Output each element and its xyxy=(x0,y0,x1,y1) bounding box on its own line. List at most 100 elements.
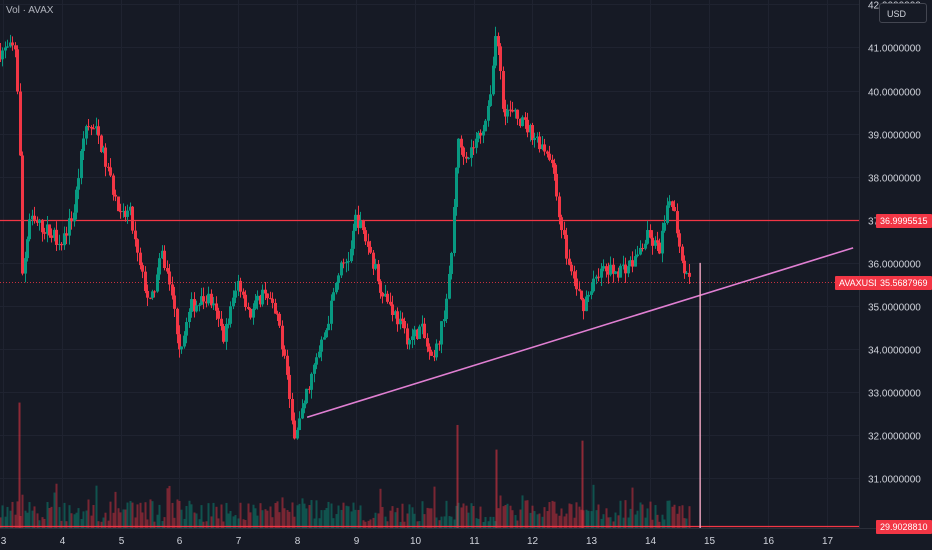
candle-body xyxy=(41,219,44,233)
volume-bar xyxy=(229,511,232,528)
candle-body xyxy=(529,125,532,133)
volume-bar xyxy=(305,508,308,528)
volume-indicator-label[interactable]: Vol · AVAX xyxy=(6,5,54,16)
volume-bar xyxy=(92,504,95,528)
volume-bar xyxy=(242,519,245,528)
x-tick-label: 16 xyxy=(763,536,775,547)
volume-bar xyxy=(178,500,181,528)
candle-body xyxy=(149,297,152,299)
candle-body xyxy=(247,307,250,309)
candle-body xyxy=(435,343,438,358)
candle-body xyxy=(403,320,406,329)
volume-bar xyxy=(85,510,88,528)
x-tick-label: 17 xyxy=(822,536,834,547)
volume-bar xyxy=(533,511,536,528)
candle-body xyxy=(663,222,666,231)
volume-bar xyxy=(75,512,78,528)
volume-bar xyxy=(131,502,134,528)
candle-body xyxy=(546,151,549,154)
candle-body xyxy=(553,163,556,174)
volume-bar xyxy=(386,521,389,528)
volume-bar xyxy=(622,517,625,528)
candle-body xyxy=(242,291,245,295)
candle-body xyxy=(472,147,475,149)
candle-body xyxy=(325,330,328,338)
candle-body xyxy=(271,298,274,303)
candle-body xyxy=(597,276,600,278)
candle-body xyxy=(587,294,590,297)
horizontal-levels[interactable] xyxy=(0,219,859,528)
candle-body xyxy=(430,351,433,356)
candle-body xyxy=(612,264,615,274)
candle-body xyxy=(283,349,286,356)
time-axis[interactable]: 3 4 5 6 7 8 9 10 11 12 13 14 15 16 17 xyxy=(1,536,834,547)
volume-bar xyxy=(95,485,98,528)
volume-bar xyxy=(600,518,603,528)
volume-bar xyxy=(555,513,558,528)
volume-bar xyxy=(48,507,51,528)
volume-bar xyxy=(16,501,19,528)
candle-body xyxy=(288,374,291,399)
candle-body xyxy=(460,138,463,148)
volume-bar xyxy=(261,510,264,528)
candle-body xyxy=(215,303,218,311)
candle-body xyxy=(624,264,627,274)
candle-body xyxy=(327,323,330,331)
candle-body xyxy=(232,297,235,307)
currency-button[interactable]: USD xyxy=(879,3,927,23)
candle-body xyxy=(413,329,416,337)
volume-bar xyxy=(465,505,468,528)
candle-body xyxy=(217,310,220,319)
candle-body xyxy=(259,295,262,305)
volume-bar xyxy=(200,505,203,528)
volume-bar xyxy=(126,502,129,528)
volume-bar xyxy=(117,508,120,528)
volume-bar xyxy=(553,501,556,528)
volume-bar xyxy=(43,518,46,528)
volume-bar xyxy=(73,514,76,528)
candle-body xyxy=(176,308,179,335)
candle-body xyxy=(600,268,603,278)
volume-bar xyxy=(668,500,671,528)
drawings[interactable] xyxy=(306,247,854,528)
volume-bar xyxy=(529,512,532,528)
volume-bar xyxy=(433,486,436,528)
volume-bar xyxy=(543,507,546,528)
volume-bar xyxy=(301,498,304,528)
candle-body xyxy=(426,338,429,347)
candle-body xyxy=(688,272,691,277)
candle-body xyxy=(634,256,637,267)
volume-bar xyxy=(6,506,9,528)
candle-body xyxy=(519,118,522,127)
candle-body xyxy=(166,268,169,272)
volume-bar xyxy=(345,505,348,528)
volume-bar xyxy=(609,517,612,528)
volume-bar xyxy=(612,521,615,528)
volume-bar xyxy=(423,514,426,528)
candle-body xyxy=(139,252,142,266)
volume-bar xyxy=(565,513,568,528)
candle-body xyxy=(315,357,318,365)
candle-body xyxy=(70,218,73,222)
candle-body xyxy=(455,167,458,208)
candle-body xyxy=(80,151,83,179)
volume-bar xyxy=(252,504,255,528)
volume-bar xyxy=(406,513,409,528)
volume-bar xyxy=(122,509,125,528)
candle-body xyxy=(310,373,313,390)
candle-body xyxy=(239,280,242,292)
volume-bar xyxy=(531,505,534,528)
candle-body xyxy=(198,304,201,306)
candle-body xyxy=(399,318,402,325)
x-tick-label: 15 xyxy=(704,536,716,547)
volume-bar xyxy=(271,517,274,528)
volume-bar xyxy=(656,514,659,528)
candle-body xyxy=(229,306,232,324)
volume-bar xyxy=(467,512,470,528)
volume-bar xyxy=(676,513,679,528)
price-axis[interactable]: 31.0000000 32.0000000 33.0000000 34.0000000… xyxy=(868,1,921,486)
candle-body xyxy=(362,220,365,231)
candle-body xyxy=(357,214,360,228)
volume-bar xyxy=(205,521,208,528)
